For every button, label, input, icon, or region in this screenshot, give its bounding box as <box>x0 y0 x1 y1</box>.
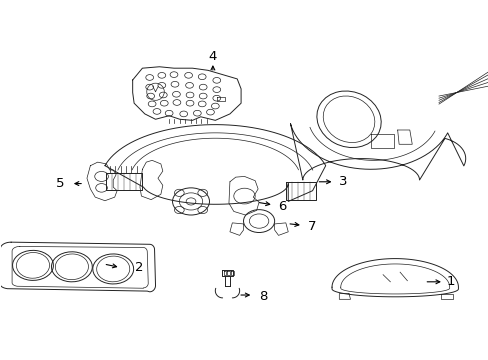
Text: 7: 7 <box>307 220 316 233</box>
Text: 4: 4 <box>208 50 217 63</box>
Text: 2: 2 <box>135 261 143 274</box>
Text: 5: 5 <box>56 177 64 190</box>
Text: 3: 3 <box>339 175 347 188</box>
Text: 6: 6 <box>278 200 286 213</box>
Text: 8: 8 <box>259 289 267 303</box>
Text: 1: 1 <box>446 275 454 288</box>
